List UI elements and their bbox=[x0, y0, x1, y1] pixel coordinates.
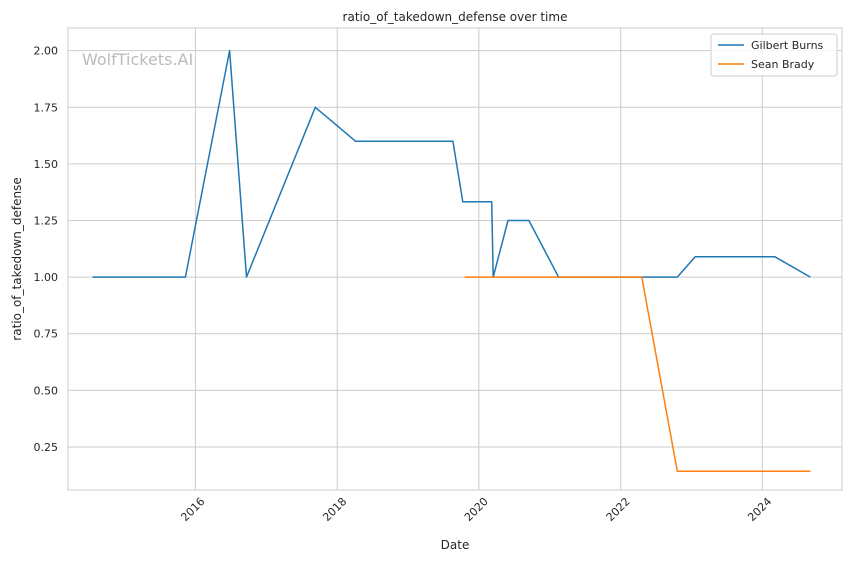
series-line-gilbert-burns bbox=[92, 49, 811, 278]
x-tick-label: 2020 bbox=[462, 495, 491, 524]
watermark: WolfTickets.AI bbox=[82, 50, 193, 69]
y-tick-label: 0.50 bbox=[34, 384, 59, 397]
x-tick-label: 2024 bbox=[745, 495, 774, 524]
plot-area bbox=[67, 27, 843, 491]
chart-title: ratio_of_takedown_defense over time bbox=[343, 10, 568, 24]
x-tick-label: 2016 bbox=[178, 495, 207, 524]
x-tick-label: 2018 bbox=[320, 495, 349, 524]
y-tick-label: 0.75 bbox=[34, 328, 59, 341]
y-tick-label: 0.25 bbox=[34, 441, 59, 454]
x-tick-labels: 2016 2018 2020 2022 2024 bbox=[178, 495, 774, 524]
x-axis-label: Date bbox=[441, 538, 470, 552]
legend: Gilbert Burns Sean Brady bbox=[710, 33, 838, 77]
legend-label-gilbert-burns: Gilbert Burns bbox=[751, 39, 824, 52]
y-tick-label: 1.00 bbox=[34, 271, 59, 284]
y-axis-label: ratio_of_takedown_defense bbox=[10, 177, 24, 340]
series-line-sean-brady bbox=[464, 276, 811, 472]
series-lines bbox=[92, 49, 811, 472]
legend-label-sean-brady: Sean Brady bbox=[751, 58, 815, 71]
y-tick-label: 1.50 bbox=[34, 158, 59, 171]
y-tick-label: 1.75 bbox=[34, 101, 59, 114]
y-tick-labels: 0.25 0.50 0.75 1.00 1.25 1.50 1.75 2.00 bbox=[34, 45, 59, 454]
x-tick-label: 2022 bbox=[604, 495, 633, 524]
y-tick-label: 2.00 bbox=[34, 45, 59, 58]
y-tick-label: 1.25 bbox=[34, 215, 59, 228]
